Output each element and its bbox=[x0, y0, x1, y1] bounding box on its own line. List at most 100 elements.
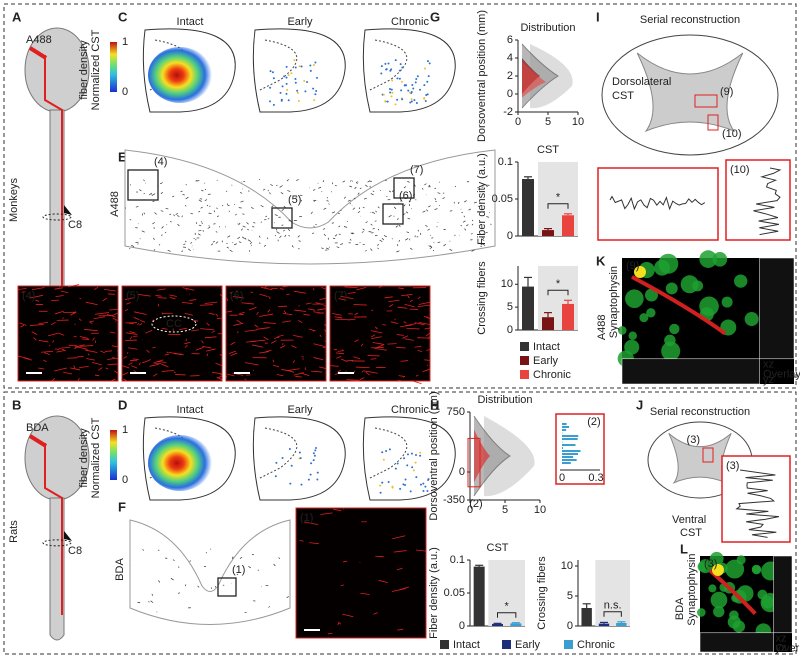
fiber-dot bbox=[390, 88, 393, 91]
fiber bbox=[181, 250, 184, 252]
roi-label: (7) bbox=[410, 164, 423, 176]
fiber bbox=[141, 230, 145, 233]
inset-label: (10) bbox=[730, 164, 750, 176]
fiber bbox=[286, 179, 289, 182]
lesion-level bbox=[42, 539, 72, 547]
micro-fiber bbox=[181, 301, 193, 305]
fiber bbox=[153, 249, 156, 251]
fiber-dot bbox=[416, 75, 419, 78]
micro-fiber bbox=[191, 329, 199, 332]
fiber bbox=[367, 180, 371, 183]
fiber bbox=[464, 228, 467, 231]
micro-fiber bbox=[206, 322, 210, 326]
micro-fiber bbox=[226, 373, 235, 377]
micro-fiber bbox=[388, 299, 400, 303]
fiber bbox=[422, 187, 424, 190]
fiber bbox=[227, 235, 231, 238]
micro-fiber bbox=[300, 372, 310, 376]
fiber bbox=[315, 223, 317, 226]
fiber-dot bbox=[379, 491, 382, 494]
micro-fiber bbox=[128, 347, 138, 350]
fiber-dot bbox=[427, 75, 430, 78]
fiber bbox=[185, 196, 189, 200]
synapse bbox=[708, 584, 717, 593]
fiber bbox=[471, 219, 474, 222]
fiber bbox=[201, 189, 204, 192]
rotated-label: Dorsoventral position (mm) bbox=[476, 10, 488, 142]
micro-fiber bbox=[55, 295, 64, 298]
fiber-dot bbox=[312, 63, 315, 66]
micro-fiber bbox=[107, 357, 116, 361]
fiber-dot bbox=[314, 61, 317, 64]
synapse bbox=[654, 259, 670, 276]
y-tick-label: 0.05 bbox=[444, 587, 465, 599]
micro-fiber bbox=[142, 360, 148, 364]
micro-fiber bbox=[340, 295, 354, 300]
fiber bbox=[323, 207, 327, 210]
fiber bbox=[229, 249, 233, 252]
fiber bbox=[349, 238, 352, 241]
fiber-dot bbox=[389, 91, 392, 94]
fiber-dot bbox=[386, 100, 389, 103]
micro-fiber bbox=[313, 357, 324, 361]
fiber bbox=[322, 228, 326, 230]
panel-label: K bbox=[596, 253, 606, 268]
fiber bbox=[276, 231, 280, 234]
fiber bbox=[313, 200, 315, 202]
region: CST bbox=[680, 527, 702, 539]
fiber bbox=[258, 242, 261, 244]
micro-fiber bbox=[105, 367, 109, 370]
fiber-dot bbox=[269, 86, 272, 89]
micro-fiber bbox=[73, 365, 76, 369]
micro-fiber bbox=[146, 349, 150, 353]
fiber bbox=[296, 178, 299, 181]
micro-fiber bbox=[155, 294, 162, 297]
fiber bbox=[434, 198, 437, 200]
rotated-label: Normalized CST bbox=[90, 417, 102, 498]
fiber bbox=[180, 190, 183, 193]
micro-fiber bbox=[374, 348, 387, 351]
fiber bbox=[231, 557, 234, 559]
fiber bbox=[484, 231, 488, 234]
fiber bbox=[154, 212, 157, 215]
fiber-dot bbox=[414, 453, 417, 456]
micro-fiber bbox=[282, 285, 288, 288]
micro-fiber bbox=[239, 312, 245, 315]
micro-fiber bbox=[19, 322, 27, 326]
fiber bbox=[334, 234, 338, 237]
micro-fiber bbox=[138, 294, 151, 297]
panel-label: F bbox=[118, 499, 126, 514]
micro-fiber bbox=[365, 371, 370, 376]
micro-fiber bbox=[298, 319, 303, 324]
micro-fiber bbox=[146, 359, 151, 362]
micro-fiber bbox=[371, 309, 374, 312]
roi-box bbox=[707, 114, 719, 131]
region: Ventral bbox=[672, 514, 706, 526]
fiber bbox=[243, 180, 246, 183]
fiber bbox=[312, 189, 316, 191]
fiber-dot bbox=[428, 62, 431, 65]
fiber bbox=[338, 212, 340, 215]
micro-fiber bbox=[29, 324, 44, 326]
fiber bbox=[274, 235, 277, 237]
micro-fiber bbox=[263, 322, 276, 324]
rotated-label: Crossing fibers bbox=[536, 556, 548, 630]
micro-fiber bbox=[18, 288, 27, 290]
legend-swatch bbox=[520, 370, 529, 379]
fiber bbox=[370, 248, 373, 251]
micro-fiber bbox=[216, 317, 223, 320]
micro-fiber bbox=[307, 308, 316, 311]
fiber bbox=[233, 243, 237, 246]
fiber-dot bbox=[287, 74, 290, 77]
spinal-cord bbox=[49, 497, 65, 641]
micro-fiber bbox=[252, 344, 264, 348]
panel-label: C bbox=[118, 9, 128, 24]
fiber-dot bbox=[394, 103, 397, 106]
trace bbox=[753, 167, 782, 236]
fiber bbox=[449, 248, 453, 251]
fiber-dot bbox=[303, 80, 306, 83]
micro-fiber bbox=[74, 344, 85, 348]
fiber bbox=[139, 189, 142, 192]
fiber bbox=[281, 208, 284, 212]
micro-fiber bbox=[260, 286, 273, 291]
